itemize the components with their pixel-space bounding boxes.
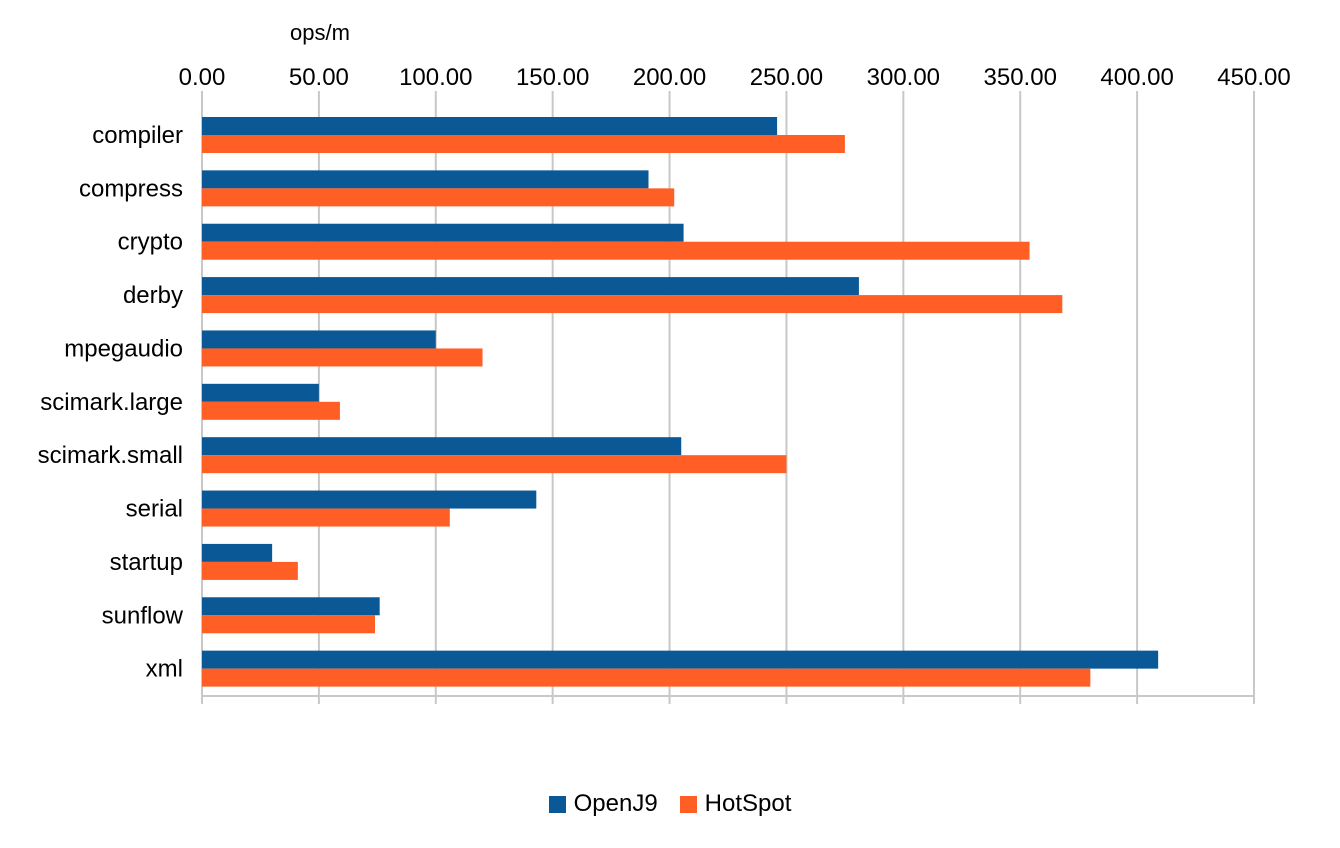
bar-openj9-startup [202, 543, 273, 562]
legend-swatch-openj9 [548, 795, 566, 813]
x-tick-label: 300.00 [867, 64, 940, 91]
bar-openj9-serial [202, 490, 537, 509]
x-tick-label: 0.00 [179, 64, 226, 91]
legend-label-hotspot: HotSpot [704, 790, 792, 817]
gridlines [201, 91, 1255, 704]
bar-openj9-mpegaudio [202, 330, 436, 349]
bar-hotspot-serial [202, 508, 450, 527]
y-category-label: scimark.large [40, 389, 183, 416]
x-tick-label: 250.00 [750, 64, 823, 91]
legend-swatch-hotspot [679, 795, 697, 813]
bar-openj9-xml [202, 650, 1159, 669]
y-category-label: derby [123, 282, 183, 309]
legend-label-openj9: OpenJ9 [573, 790, 658, 817]
bar-openj9-sunflow [202, 597, 380, 616]
y-category-label: xml [146, 656, 183, 683]
bar-openj9-scimark-small [202, 437, 682, 456]
x-tick-label: 350.00 [984, 64, 1057, 91]
bar-hotspot-derby [202, 295, 1063, 314]
y-category-label: sunflow [102, 602, 184, 629]
bar-openj9-crypto [202, 223, 684, 242]
y-category-label: scimark.small [38, 442, 183, 469]
legend-item-hotspot: HotSpot [679, 790, 792, 818]
x-tick-label: 150.00 [516, 64, 589, 91]
bar-openj9-compiler [202, 117, 778, 135]
legend-item-openj9: OpenJ9 [548, 790, 658, 818]
bar-hotspot-sunflow [202, 615, 375, 634]
bar-hotspot-mpegaudio [202, 348, 483, 367]
x-tick-label: 100.00 [399, 64, 472, 91]
axes: 0.00 50.00 100.00 150.00 200.00 250.00 300.00 3… [38, 64, 1291, 683]
bars [202, 117, 1159, 687]
y-category-label: startup [110, 549, 183, 576]
bar-hotspot-xml [202, 668, 1091, 687]
bar-openj9-derby [202, 277, 859, 296]
x-tick-label: 450.00 [1217, 64, 1290, 91]
x-tick-label: 400.00 [1100, 64, 1173, 91]
y-category-label: crypto [118, 229, 183, 256]
bar-hotspot-compress [202, 188, 675, 207]
y-category-label: mpegaudio [64, 335, 183, 362]
bar-hotspot-compiler [202, 135, 845, 153]
x-axis-label: ops/m [290, 20, 350, 45]
bar-hotspot-scimark-large [202, 401, 340, 420]
y-category-label: compress [79, 175, 183, 202]
bar-openj9-scimark-large [202, 383, 319, 402]
legend: OpenJ9 HotSpot [0, 790, 1340, 818]
bar-hotspot-crypto [202, 241, 1030, 260]
bar-hotspot-scimark-small [202, 455, 787, 474]
bar-hotspot-startup [202, 561, 298, 580]
x-tick-label: 200.00 [633, 64, 706, 91]
x-tick-label: 50.00 [289, 64, 349, 91]
y-category-label: serial [126, 496, 183, 523]
bar-openj9-compress [202, 170, 649, 189]
y-category-label: compiler [92, 122, 183, 149]
